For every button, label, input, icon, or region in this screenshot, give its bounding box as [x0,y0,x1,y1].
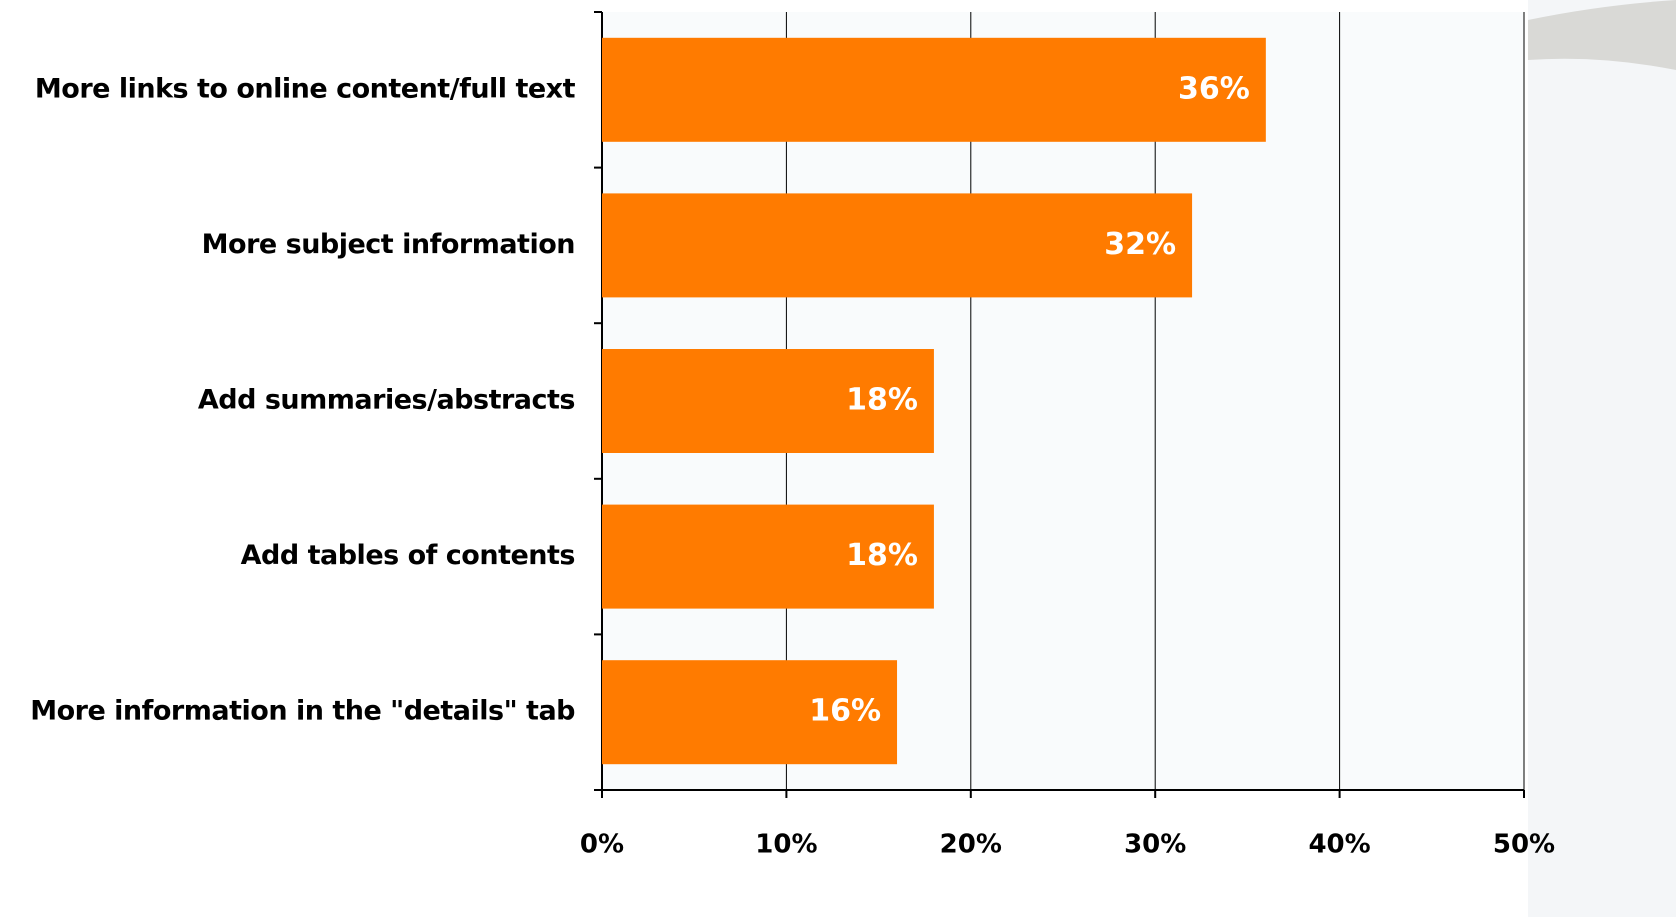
value-label: 32% [1104,227,1176,262]
value-label: 18% [846,383,918,418]
x-tick-label: 20% [940,830,1002,860]
bar [602,38,1266,142]
x-tick-label: 10% [755,830,817,860]
chart: 0% 10% 20% 30% 40% 50% More links to online co… [0,0,1676,917]
category-label: More links to online content/full text [35,73,576,104]
x-tick-label: 50% [1493,830,1555,860]
background-decoration [1528,0,1676,917]
x-tick-label: 0% [580,830,624,860]
x-tick-label: 40% [1308,830,1370,860]
value-label: 16% [809,694,881,729]
value-label: 36% [1178,71,1250,106]
value-label: 18% [846,538,918,573]
category-label: Add tables of contents [241,540,575,571]
category-label: More subject information [202,229,575,260]
x-tick-label: 30% [1124,830,1186,860]
category-label: More information in the "details" tab [30,696,575,727]
category-label: Add summaries/abstracts [198,385,575,416]
